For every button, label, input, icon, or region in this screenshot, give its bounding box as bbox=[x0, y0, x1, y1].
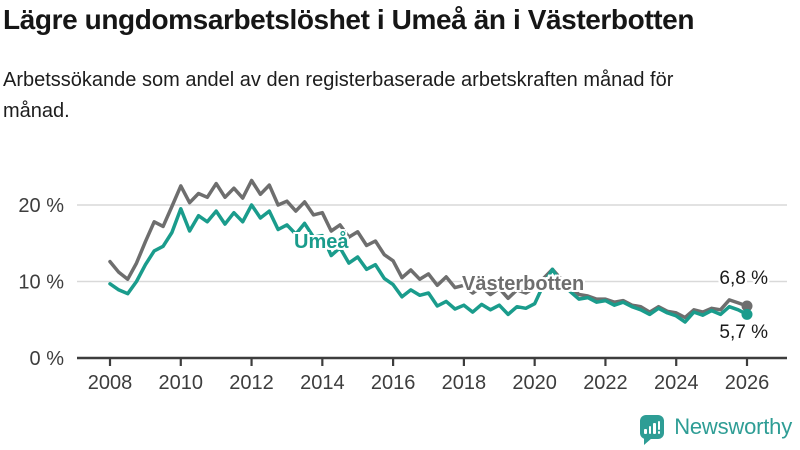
series-line-Umeå bbox=[108, 203, 749, 324]
series-label-vasterbotten: Västerbotten bbox=[462, 273, 585, 295]
x-axis-tick-label: 2014 bbox=[300, 372, 345, 394]
newsworthy-logo: Newsworthy bbox=[640, 414, 792, 445]
chart-subtitle: Arbetssökande som andel av den registerb… bbox=[3, 69, 674, 122]
page-title: Lägre ungdomsarbetslöshet i Umeå än i Vä… bbox=[3, 4, 695, 35]
x-axis-tick-label: 2018 bbox=[442, 372, 487, 394]
x-axis-tick-label: 2008 bbox=[88, 372, 133, 394]
x-axis-tick-label: 2022 bbox=[583, 372, 628, 394]
logo-bar-medium bbox=[648, 426, 652, 434]
logo-exclamation bbox=[657, 420, 661, 434]
x-axis-tick-label: 2020 bbox=[512, 372, 557, 394]
series-line-Västerbotten bbox=[108, 178, 749, 320]
y-axis-tick-label: 20 % bbox=[18, 195, 64, 217]
end-value-label-umea: 5,7 % bbox=[719, 322, 768, 343]
y-axis-tick-label: 0 % bbox=[30, 348, 65, 370]
x-axis-tick-label: 2024 bbox=[654, 372, 699, 394]
logo-bar-tall bbox=[653, 423, 656, 434]
series-label-umea: Umeå bbox=[294, 231, 349, 253]
x-axis-tick-label: 2012 bbox=[229, 372, 274, 394]
series-end-dot-Umeå bbox=[741, 308, 753, 320]
series-end-dot-Västerbotten bbox=[741, 300, 753, 312]
x-axis-tick-label: 2010 bbox=[159, 372, 204, 394]
newsworthy-logo-icon bbox=[640, 415, 665, 445]
x-axis-tick-label: 2026 bbox=[725, 372, 770, 394]
newsworthy-brand-name: Newsworthy bbox=[674, 414, 792, 439]
end-value-label-vasterbotten: 6,8 % bbox=[719, 268, 768, 289]
x-axis-tick-label: 2016 bbox=[371, 372, 416, 394]
y-axis-tick-label: 10 % bbox=[18, 272, 64, 294]
logo-bar-small bbox=[644, 429, 647, 434]
